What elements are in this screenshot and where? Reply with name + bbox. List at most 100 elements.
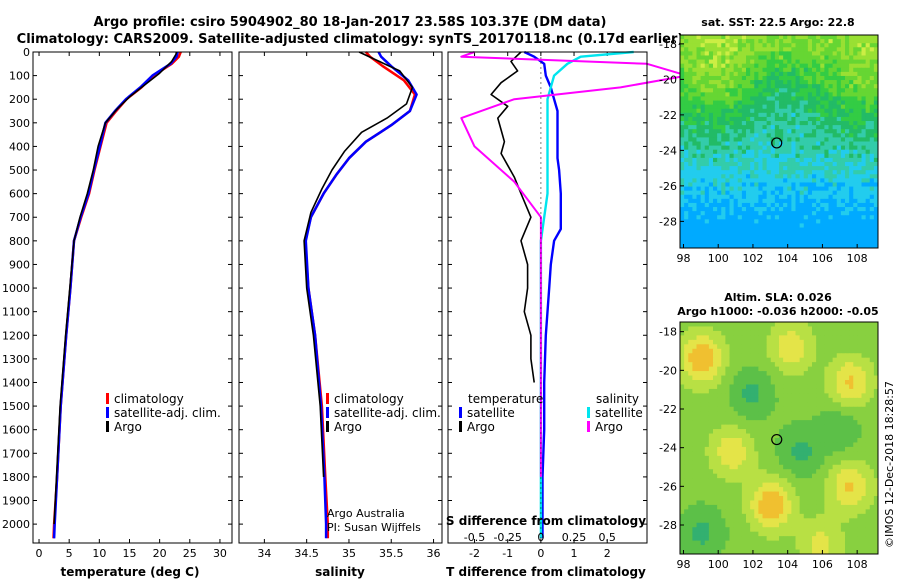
map-cell [840,482,846,488]
map-cell [696,88,702,93]
map-cell [774,125,780,130]
map-cell [853,63,858,69]
map-cell [807,406,813,412]
map-cell [696,108,702,114]
map-cell [845,178,850,183]
map-cell [725,63,730,69]
map-cell [721,366,726,372]
map-cell [692,527,697,533]
map-cell [750,112,755,118]
map-cell [857,460,862,466]
map-cell [754,137,759,142]
map-cell [680,75,685,81]
map-cell [824,424,829,430]
map-cell [799,202,805,208]
map-cell [873,384,879,390]
map-cell [717,59,722,65]
map-cell [869,424,875,430]
map-cell [816,198,821,204]
y-tick-label: 500 [9,164,30,177]
map-cell [741,71,747,77]
map-cell [680,509,685,515]
map-cell [787,464,792,470]
map-cell [729,504,735,510]
map-cell [725,227,730,233]
map-cell [729,473,735,479]
map-cell [849,161,854,167]
map-cell [758,133,763,138]
map-cell [840,84,846,89]
map-cell [865,67,871,73]
map-cell [820,371,825,376]
map-cell [865,424,871,430]
map-cell [708,353,714,359]
map-cell [725,344,730,350]
map-cell [737,59,743,65]
map-cell [717,491,722,497]
map-cell [836,137,842,142]
map-cell [832,371,838,376]
map-cell [807,527,813,533]
map-cell [700,487,706,492]
map-cell [869,182,875,187]
map-cell [853,161,858,167]
map-cell [783,137,788,142]
map-cell [849,362,854,368]
map-cell [861,141,867,146]
map-cell [799,487,805,492]
map-cell [783,149,788,155]
map-cell [845,366,850,372]
map-cell [717,227,722,233]
map-cell [849,239,854,245]
map-cell [832,75,838,81]
map-cell [700,397,706,403]
map-cell [828,384,834,390]
map-cell [704,80,710,85]
map-cell [869,170,875,175]
map-cell [779,446,784,452]
map-cell [836,491,842,497]
map-cell [762,473,768,479]
map-cell [737,170,743,175]
map-cell [853,190,858,196]
map-cell [787,141,792,146]
map-cell [845,239,850,245]
map-cell [729,202,735,208]
map-cell [836,438,842,443]
map-cell [861,388,867,394]
map-cell [816,116,821,122]
map-cell [729,384,735,390]
map-cell [717,326,722,332]
map-cell [762,339,768,345]
map-cell [741,322,747,327]
map-cell [791,339,796,345]
map-cell [816,509,821,515]
map-cell [725,59,730,65]
map-cell [684,322,689,327]
map-cell [836,487,842,492]
map-cell [741,121,747,126]
map-cell [836,35,842,40]
map-cell [865,223,871,228]
map-cell [729,429,735,434]
map-cell [836,223,842,228]
map-cell [849,518,854,524]
map-cell [766,96,772,101]
map-cell [803,464,809,470]
map-cell [873,121,879,126]
map-cell [700,527,706,533]
map-cell [754,518,759,524]
map-cell [807,442,813,448]
map-cell [812,433,817,439]
map-cell [820,170,825,175]
map-cell [680,415,685,421]
map-cell [713,51,718,56]
map-cell [832,353,838,359]
map-cell [820,527,825,533]
map-cell [746,518,751,524]
map-cell [861,71,867,77]
map-cell [853,406,858,412]
map-cell [820,92,825,97]
map-cell [770,145,776,151]
map-cell [762,100,768,106]
